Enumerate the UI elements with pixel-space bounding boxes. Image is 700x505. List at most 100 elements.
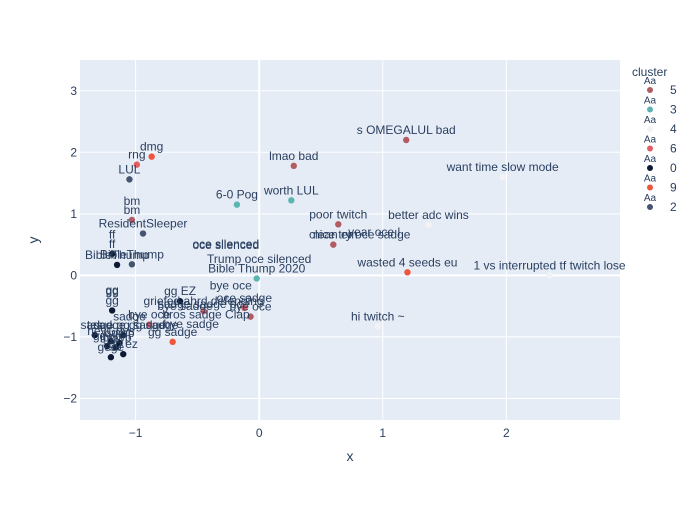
data-point bbox=[139, 230, 147, 237]
legend-symbol-text: Aa bbox=[644, 135, 657, 146]
point-label: dump bbox=[105, 326, 135, 340]
point-label: LUL bbox=[118, 162, 140, 176]
legend-symbol-text: Aa bbox=[644, 154, 657, 165]
legend-entry-label: 6 bbox=[670, 142, 677, 156]
data-point bbox=[107, 354, 115, 361]
point-label: gg sadge bbox=[148, 325, 198, 339]
data-point bbox=[335, 221, 342, 228]
point-label: bm bbox=[124, 203, 141, 217]
point-labels: s OMEGALUL bad lmao bad bm poor twitch clean… bbox=[81, 123, 626, 354]
point-label: BibleThump bbox=[85, 248, 149, 262]
point-label: bros sadge Clap bbox=[162, 308, 250, 322]
point-label: worth LUL bbox=[263, 183, 319, 197]
data-point bbox=[200, 307, 207, 315]
y-tick-label: 0 bbox=[70, 268, 77, 282]
point-label: oce sadge bbox=[217, 291, 273, 305]
point-label: nice try oce sadge bbox=[313, 228, 411, 242]
data-point bbox=[108, 307, 116, 314]
data-point bbox=[169, 338, 176, 346]
y-tick-labels: −2 −1 0 1 2 3 bbox=[63, 84, 77, 406]
data-point bbox=[120, 350, 127, 358]
point-label: rng bbox=[128, 148, 145, 162]
legend-title: cluster bbox=[632, 65, 667, 79]
data-point bbox=[103, 342, 111, 350]
point-label: bye sadge bbox=[164, 317, 220, 331]
point-label: wasted 4 seeds eu bbox=[356, 255, 457, 269]
point-label: bye oce bbox=[230, 300, 272, 314]
point-label: sadge bbox=[113, 309, 146, 323]
data-point bbox=[176, 298, 184, 305]
grid-lines bbox=[80, 60, 620, 420]
point-label: bye oce bbox=[128, 308, 170, 322]
data-point bbox=[126, 176, 133, 183]
point-label: poor twitch bbox=[309, 207, 367, 221]
data-point bbox=[374, 323, 382, 330]
point-label: gg bbox=[105, 283, 118, 297]
legend-marker bbox=[647, 145, 653, 152]
data-point bbox=[116, 339, 123, 347]
data-point bbox=[233, 201, 241, 208]
data-point bbox=[128, 216, 136, 224]
point-label: griefed ahrd defending bbox=[144, 294, 264, 308]
x-tick-label: −1 bbox=[129, 426, 143, 440]
y-tick-label: 3 bbox=[70, 84, 77, 98]
point-label: Trump oce silenced bbox=[207, 252, 311, 266]
data-point bbox=[290, 162, 297, 170]
point-label: ff bbox=[109, 237, 116, 251]
data-point bbox=[108, 250, 116, 258]
data-point bbox=[128, 261, 136, 268]
data-point bbox=[133, 161, 141, 168]
legend-marker bbox=[647, 204, 653, 210]
point-label: gg bbox=[105, 284, 118, 298]
point-label: dmg bbox=[140, 140, 163, 154]
legend-entry-label: 5 bbox=[670, 83, 677, 97]
point-label: hi twitch ~ bbox=[351, 309, 405, 323]
legend-marker bbox=[647, 106, 653, 113]
data-point bbox=[330, 241, 337, 248]
data-point bbox=[247, 313, 254, 320]
point-label: ResidentSleeper bbox=[99, 217, 188, 231]
data-point bbox=[107, 338, 115, 345]
data-point bbox=[112, 344, 120, 351]
point-label: gg ez bbox=[109, 337, 138, 351]
point-label: BibleThump bbox=[100, 247, 164, 261]
point-label: better adc wins bbox=[388, 208, 469, 222]
x-tick-label: 2 bbox=[503, 426, 510, 440]
point-label: want time slow mode bbox=[446, 160, 559, 174]
scatter-points bbox=[91, 136, 553, 361]
point-label: s OMEGALUL bad bbox=[357, 123, 456, 137]
y-tick-label: −2 bbox=[63, 391, 77, 405]
legend-entry-label: 3 bbox=[670, 103, 677, 117]
legend: cluster Aa 5 Aa 3 Aa 4 Aa 6 Aa 0 Aa 9 Aa 2 bbox=[632, 65, 677, 214]
legend-symbol-text: Aa bbox=[644, 96, 657, 107]
data-point bbox=[288, 197, 295, 204]
y-tick-label: 2 bbox=[70, 145, 77, 159]
data-point bbox=[120, 331, 127, 339]
data-point bbox=[253, 275, 260, 282]
point-label: ff bbox=[109, 228, 116, 242]
data-point bbox=[546, 272, 553, 279]
y-tick-label: 1 bbox=[70, 207, 77, 221]
legend-marker bbox=[647, 165, 653, 171]
point-label: gege bbox=[98, 340, 125, 354]
data-point bbox=[148, 153, 155, 160]
point-label: ggwp bbox=[93, 329, 122, 343]
data-point bbox=[425, 221, 432, 229]
point-label: clean em bbox=[309, 228, 358, 242]
y-axis-label: y bbox=[25, 237, 41, 244]
legend-symbol-text: Aa bbox=[644, 115, 657, 126]
data-point bbox=[91, 331, 99, 339]
y-tick-label: −1 bbox=[63, 330, 77, 344]
data-point bbox=[145, 321, 153, 328]
legend-entry-label: 0 bbox=[670, 161, 677, 175]
x-tick-label: 1 bbox=[379, 426, 386, 440]
legend-symbol-text: Aa bbox=[644, 174, 657, 185]
plot-background bbox=[80, 60, 620, 420]
data-point bbox=[404, 269, 411, 276]
legend-entry-label: 9 bbox=[670, 181, 677, 195]
data-point bbox=[241, 304, 248, 312]
legend-symbol-text: Aa bbox=[644, 76, 657, 87]
legend-marker bbox=[647, 126, 653, 132]
legend-entry-label: 4 bbox=[670, 122, 677, 136]
